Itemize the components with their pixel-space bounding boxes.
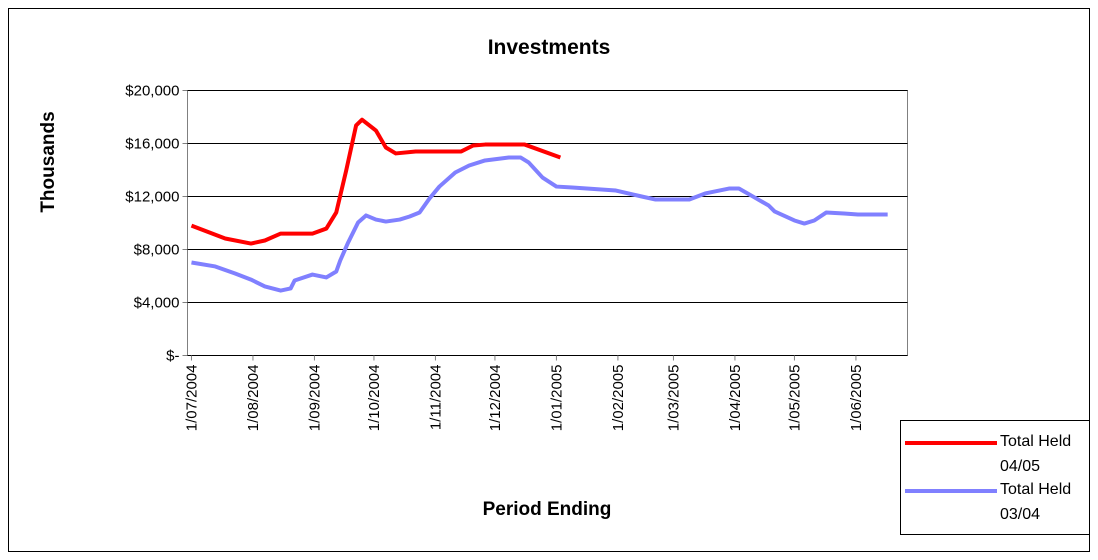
y-tick-label: $16,000 [125, 136, 179, 153]
y-tick-label: $20,000 [125, 83, 179, 100]
x-tick-label: 1/07/2004 [183, 365, 200, 432]
y-tick-label: $- [166, 348, 179, 365]
legend-entry: Total Held 03/04 [901, 481, 1090, 527]
x-tick-label: 1/05/2005 [786, 365, 803, 432]
x-tick-label: 1/04/2005 [727, 365, 744, 432]
y-axis-title: Thousands [38, 111, 59, 212]
series-line [190, 117, 562, 246]
x-axis-title: Period Ending [483, 499, 612, 520]
legend-swatch [905, 441, 997, 445]
legend-entry: Total Held 04/05 [901, 433, 1090, 479]
y-tick-label: $8,000 [134, 242, 180, 259]
legend-label: Total Held 03/04 [1000, 481, 1072, 523]
x-tick-label: 1/02/2005 [610, 365, 627, 432]
y-tick-label: $12,000 [125, 189, 179, 206]
x-tick-label: 1/06/2005 [848, 365, 865, 432]
x-tick-label: 1/08/2004 [245, 365, 262, 432]
x-tick-label: 1/01/2005 [548, 365, 565, 432]
legend-label: Total Held 04/05 [1000, 433, 1072, 475]
x-tick-label: 1/11/2004 [427, 365, 444, 431]
x-tick-label: 1/12/2004 [487, 365, 504, 432]
chart-title: Investments [488, 36, 611, 59]
y-tick-label: $4,000 [134, 295, 180, 312]
series-line [191, 155, 888, 293]
legend-swatch [905, 489, 997, 493]
x-tick-label: 1/09/2004 [306, 365, 323, 432]
plot-area [187, 90, 908, 356]
legend: Total Held 04/05 Total Held 03/04 [900, 420, 1090, 535]
x-tick-label: 1/03/2005 [665, 365, 682, 432]
x-tick-label: 1/10/2004 [366, 365, 383, 432]
